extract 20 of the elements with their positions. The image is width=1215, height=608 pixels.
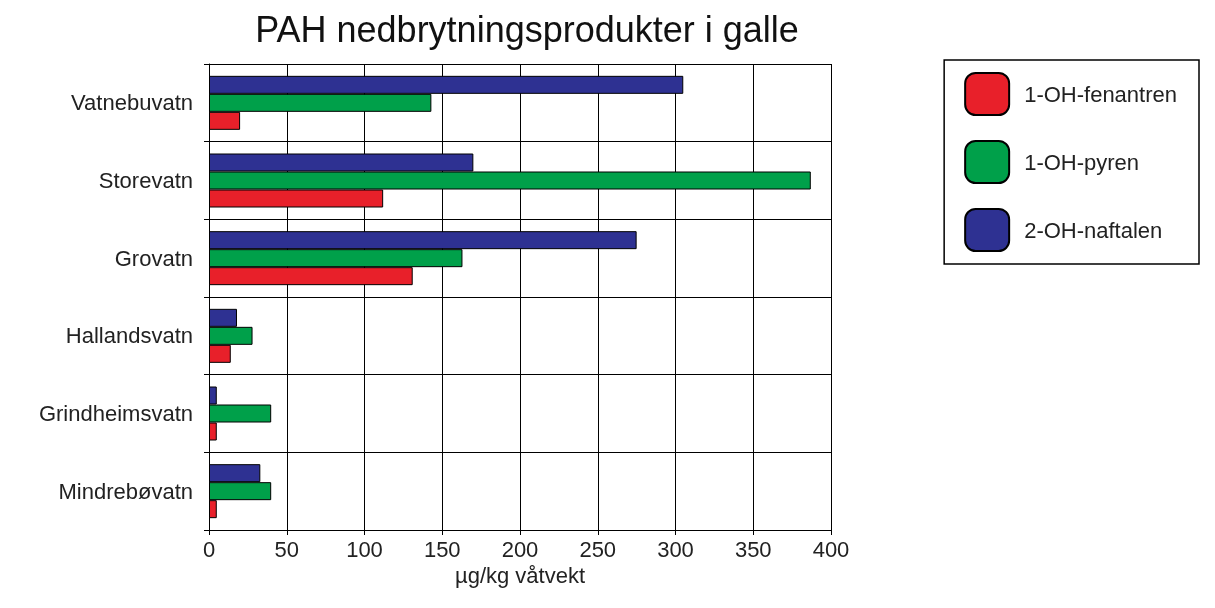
y-tick-label: Grovatn xyxy=(114,245,193,271)
x-tick-label: 50 xyxy=(274,536,299,562)
legend-label: 2-OH-naftalen xyxy=(1024,217,1163,243)
y-tick-label: Storevatn xyxy=(98,168,193,193)
legend-label: 1-OH-fenantren xyxy=(1024,81,1178,107)
x-tick-label: 250 xyxy=(579,536,617,562)
y-tick-label: Vatnebuvatn xyxy=(71,90,193,116)
x-tick-label: 200 xyxy=(501,536,539,562)
y-tick-label: Mindrebøvatn xyxy=(58,478,193,504)
legend-label: 1-OH-pyren xyxy=(1024,149,1140,175)
x-tick-label: 0 xyxy=(202,536,216,562)
y-tick-label: Hallandsvatn xyxy=(65,323,193,349)
x-tick-label: 300 xyxy=(657,536,694,562)
x-tick-label: 100 xyxy=(346,536,383,562)
x-tick-label: 150 xyxy=(423,536,461,562)
chart-title: PAH nedbrytningsprodukter i galle xyxy=(255,8,799,50)
x-tick-label: 400 xyxy=(812,536,850,562)
x-tick-label: 350 xyxy=(734,536,772,562)
x-axis-title: µg/kg våtvekt xyxy=(454,563,586,589)
y-tick-label: Grindheimsvatn xyxy=(38,401,193,426)
